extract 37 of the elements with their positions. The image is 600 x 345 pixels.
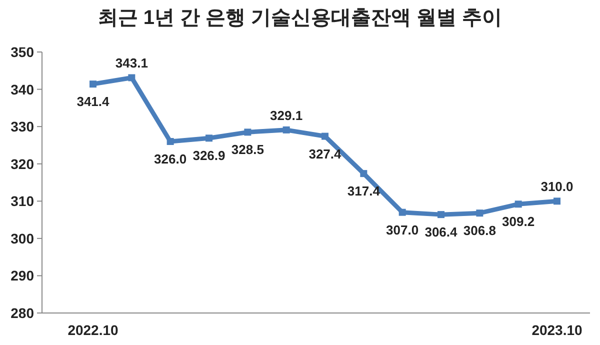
data-label: 317.4 [347, 184, 381, 199]
point [398, 208, 406, 216]
point [438, 211, 444, 218]
point [90, 80, 96, 88]
data-label: 326.9 [192, 148, 226, 164]
data-label: 306.4 [424, 224, 458, 240]
data-label: 310.0 [540, 179, 574, 194]
data-label: 307.0 [386, 222, 419, 238]
point [322, 132, 328, 140]
point [166, 138, 174, 145]
y-tick-label: 310 [10, 193, 34, 210]
x-tick-label: 2023.10 [532, 322, 583, 338]
data-label: 306.8 [463, 223, 496, 238]
y-tick-label: 330 [10, 118, 34, 135]
data-label: 327.4 [308, 146, 342, 162]
data-label: 329.1 [270, 108, 303, 123]
data-label: 326.0 [154, 151, 187, 166]
point [128, 74, 136, 82]
data-label: 309.2 [502, 214, 535, 230]
y-tick-label: 320 [10, 156, 34, 172]
chart-title: 최근 1년 간 은행 기술신용대출잔액 월별 추이 [98, 7, 502, 29]
data-label: 328.5 [231, 142, 264, 158]
y-tick-label: 350 [10, 44, 34, 60]
point [244, 128, 252, 136]
y-tick-label: 340 [10, 81, 34, 98]
point [282, 126, 290, 134]
x-tick-label: 2022.10 [68, 322, 119, 338]
y-tick-label: 290 [10, 268, 34, 284]
point [360, 170, 368, 178]
point [476, 210, 484, 217]
point [514, 200, 522, 208]
data-label: 343.1 [115, 56, 148, 71]
data-label: 341.4 [76, 94, 110, 110]
point [554, 198, 560, 205]
y-tick-label: 300 [10, 230, 34, 246]
point [206, 134, 212, 142]
y-tick-label: 280 [10, 305, 34, 321]
